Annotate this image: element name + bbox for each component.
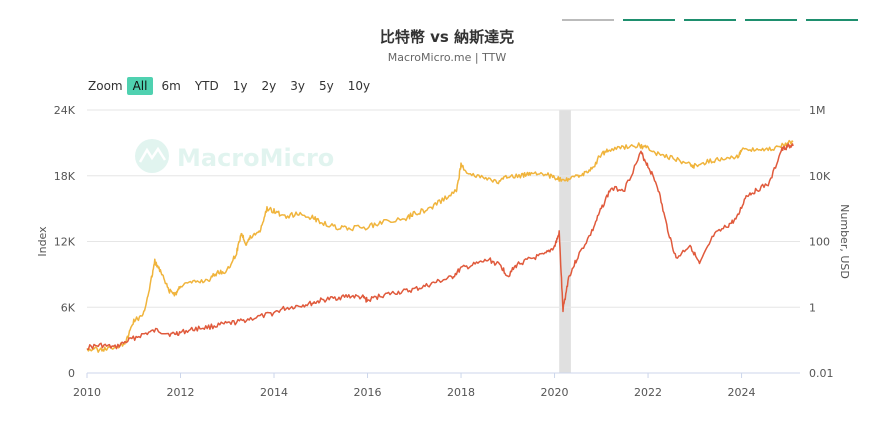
x-tick-label: 2022 <box>634 386 662 399</box>
right-tick-label: 1M <box>809 104 826 117</box>
header-tab-4[interactable] <box>806 19 858 21</box>
watermark-icon-mark <box>138 146 167 163</box>
zoom-label: Zoom <box>88 79 123 93</box>
zoom-option-all[interactable]: All <box>126 77 154 95</box>
watermark-text: MacroMicro <box>177 144 334 172</box>
x-tick-label: 2018 <box>447 386 475 399</box>
right-tick-label: 100 <box>809 236 830 249</box>
zoom-option-ytd[interactable]: YTD <box>194 79 219 93</box>
series-line-btc <box>86 143 794 351</box>
x-tick-label: 2012 <box>167 386 195 399</box>
left-axis-title: Index <box>36 226 49 257</box>
watermark-logo: MacroMicro <box>135 139 334 173</box>
zoom-option-10y[interactable]: 10y <box>347 79 371 93</box>
right-axis-title: Number, USD <box>838 204 851 279</box>
left-tick-label: 0 <box>68 367 75 380</box>
x-tick-label: 2014 <box>260 386 288 399</box>
watermark-icon <box>135 139 169 173</box>
zoom-option-1y[interactable]: 1y <box>232 79 248 93</box>
left-tick-label: 6K <box>61 301 76 314</box>
left-tick-label: 18K <box>54 170 76 183</box>
header-tab-2[interactable] <box>684 19 736 21</box>
right-tick-label: 0.01 <box>809 367 834 380</box>
x-tick-label: 2024 <box>728 386 756 399</box>
zoom-option-6m[interactable]: 6m <box>161 79 181 93</box>
series-line-index <box>86 139 794 353</box>
x-tick-label: 2016 <box>354 386 382 399</box>
header-tab-3[interactable] <box>745 19 797 21</box>
chart-subtitle: MacroMicro.me | TTW <box>387 51 507 64</box>
x-tick-label: 2010 <box>73 386 101 399</box>
zoom-option-2y[interactable]: 2y <box>261 79 277 93</box>
x-tick-label: 2020 <box>541 386 569 399</box>
right-tick-label: 10K <box>809 170 831 183</box>
left-tick-label: 24K <box>54 104 76 117</box>
zoom-option-5y[interactable]: 5y <box>318 79 334 93</box>
left-tick-label: 12K <box>54 236 76 249</box>
header-tab-0[interactable] <box>562 19 614 21</box>
zoom-option-3y[interactable]: 3y <box>290 79 305 93</box>
chart-title: 比特幣 vs 納斯達克 <box>379 28 515 46</box>
zoom-controls: Zoom All 6m YTD 1y 2y 3y 5y 10y <box>88 77 378 95</box>
header-tab-1[interactable] <box>623 19 675 21</box>
right-tick-label: 1 <box>809 301 816 314</box>
